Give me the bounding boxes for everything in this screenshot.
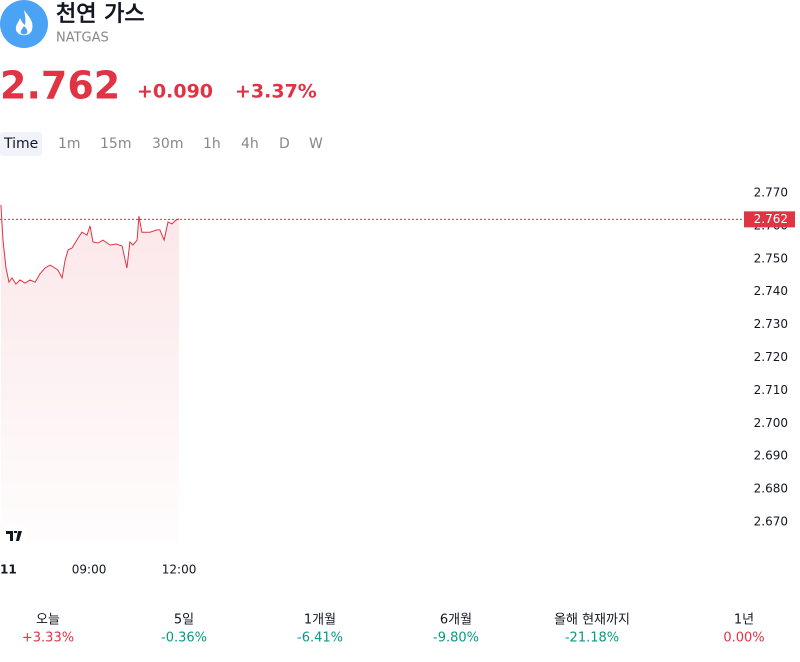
last-price-box [744, 211, 795, 228]
y-tick-label: 2.710 [754, 383, 788, 397]
symbol-icon [0, 0, 48, 48]
change-pct: +3.37% [235, 81, 317, 103]
tab[interactable]: W [309, 136, 323, 152]
period-label[interactable]: 6개월 [440, 613, 472, 628]
period-change[interactable]: 0.00% [723, 631, 764, 646]
tab[interactable]: D [279, 136, 290, 152]
x-tick-label: 09:00 [72, 563, 107, 577]
x-tick-label: 12:00 [162, 563, 197, 577]
price: 2.762 [0, 64, 120, 108]
y-tick-label: 2.670 [754, 514, 788, 528]
tab[interactable]: Time [3, 136, 38, 152]
y-tick-label: 2.750 [754, 251, 788, 265]
period-label[interactable]: 5일 [174, 613, 194, 628]
y-tick-label: 2.740 [754, 284, 788, 298]
y-tick-label: 2.720 [754, 350, 788, 364]
tab[interactable]: 1m [58, 136, 81, 152]
x-tick-label: 11 [0, 563, 17, 577]
period-change[interactable]: -0.36% [161, 631, 207, 646]
period-change[interactable]: -6.41% [297, 631, 343, 646]
y-tick-label: 2.730 [754, 317, 788, 331]
tab[interactable]: 4h [241, 136, 259, 152]
title: 천연 가스 [56, 2, 145, 27]
symbol: NATGAS [56, 31, 109, 46]
tv-logo [1, 523, 27, 549]
active-tab-bg [0, 132, 42, 156]
area [0, 204, 180, 545]
y-tick-label: 2.770 [754, 186, 788, 200]
tab[interactable]: 1h [203, 136, 221, 152]
y-tick-label: 2.680 [754, 482, 788, 496]
change: +0.090 [137, 81, 213, 103]
y-tick-label: 2.690 [754, 449, 788, 463]
last-price-label: 2.762 [754, 212, 788, 226]
tab[interactable]: 15m [100, 136, 131, 152]
period-change[interactable]: +3.33% [22, 631, 74, 646]
tab[interactable]: 30m [152, 136, 183, 152]
period-change[interactable]: -9.80% [433, 631, 479, 646]
period-label[interactable]: 1년 [734, 613, 754, 628]
period-label[interactable]: 올해 현재까지 [554, 613, 630, 628]
period-change[interactable]: -21.18% [565, 631, 619, 646]
y-tick-label: 2.700 [754, 416, 788, 430]
price-line [0, 204, 180, 285]
period-label[interactable]: 1개월 [304, 613, 336, 628]
period-label[interactable]: 오늘 [36, 613, 60, 628]
